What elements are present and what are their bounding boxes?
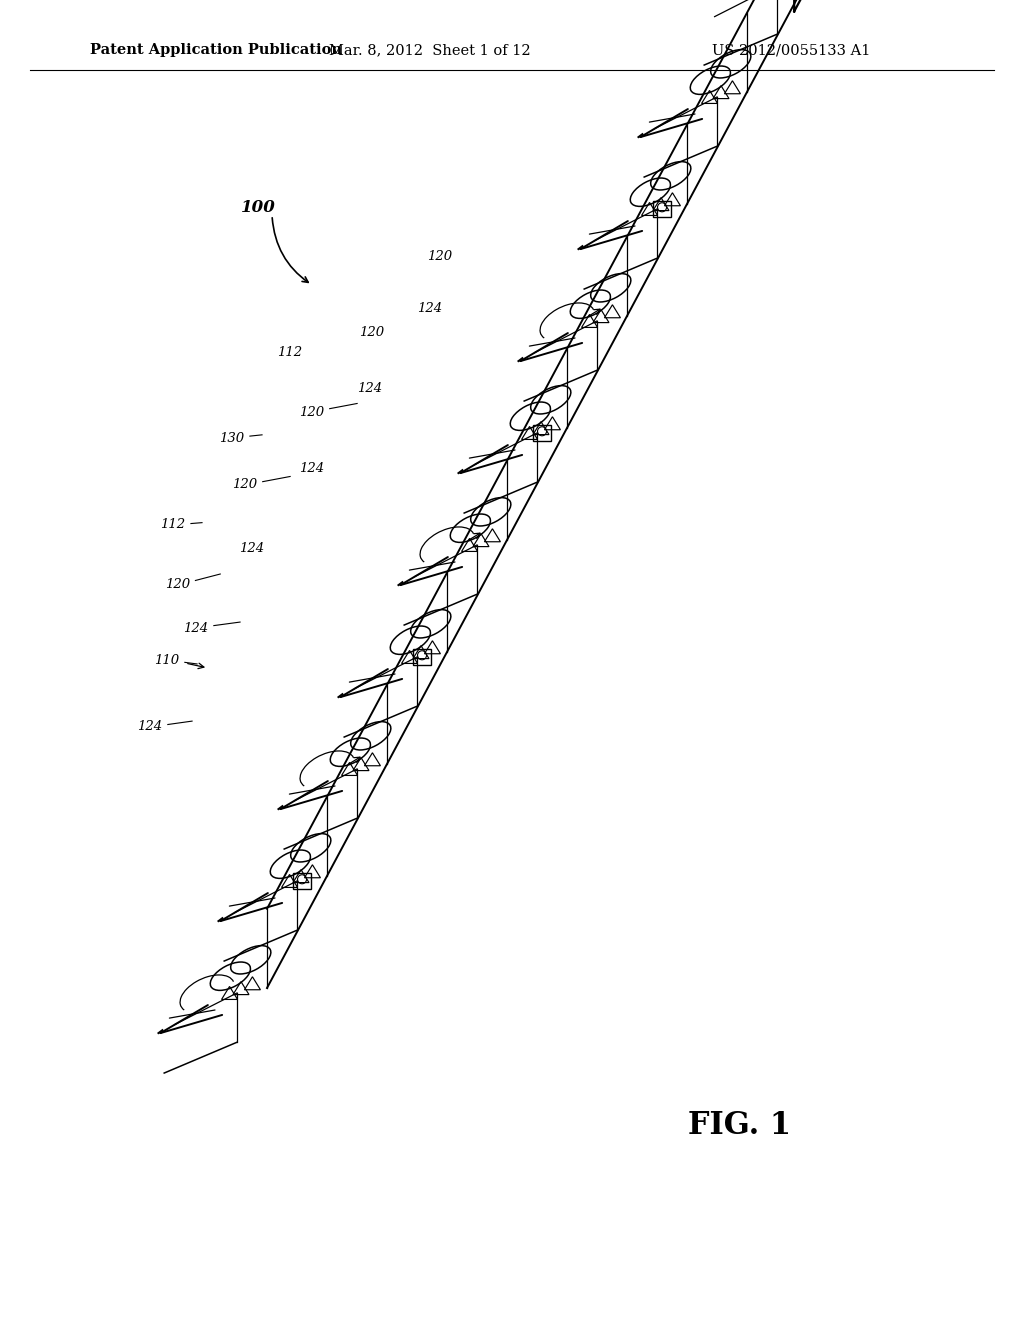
Text: 124: 124 <box>137 721 163 734</box>
Text: 120: 120 <box>299 405 325 418</box>
Text: 124: 124 <box>299 462 325 474</box>
Text: 130: 130 <box>219 432 245 445</box>
Text: US 2012/0055133 A1: US 2012/0055133 A1 <box>712 44 870 57</box>
Text: 120: 120 <box>427 251 453 264</box>
Text: Patent Application Publication: Patent Application Publication <box>90 44 342 57</box>
Text: 120: 120 <box>359 326 385 338</box>
Text: 112: 112 <box>161 519 185 532</box>
Text: 124: 124 <box>240 541 264 554</box>
Text: 120: 120 <box>232 479 258 491</box>
Text: Mar. 8, 2012  Sheet 1 of 12: Mar. 8, 2012 Sheet 1 of 12 <box>329 44 530 57</box>
Text: 124: 124 <box>183 622 209 635</box>
Text: 120: 120 <box>166 578 190 591</box>
Text: 110: 110 <box>155 653 179 667</box>
Text: 100: 100 <box>241 199 275 216</box>
Text: FIG. 1: FIG. 1 <box>688 1110 792 1140</box>
Text: 124: 124 <box>418 301 442 314</box>
Text: 112: 112 <box>278 346 302 359</box>
Text: 124: 124 <box>357 381 383 395</box>
